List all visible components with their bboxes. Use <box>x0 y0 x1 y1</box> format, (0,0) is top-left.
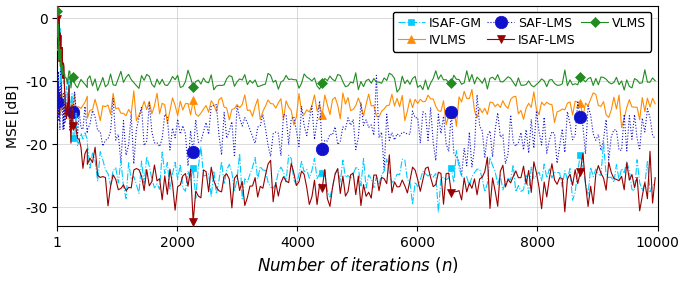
ISAF-LMS <box>380 177 388 180</box>
IVLMS <box>651 102 659 105</box>
ISAF-GM <box>377 173 386 176</box>
VLMS <box>532 83 540 86</box>
IVLMS <box>617 126 625 129</box>
VLMS <box>53 9 62 13</box>
VLMS <box>375 80 383 84</box>
VLMS <box>651 79 659 82</box>
SAF-LMS <box>535 130 543 133</box>
SAF-LMS <box>56 63 64 66</box>
ISAF-GM <box>63 91 71 95</box>
ISAF-LMS <box>535 185 543 189</box>
ISAF-LMS <box>53 17 62 20</box>
ISAF-GM <box>53 30 62 33</box>
Line: ISAF-LMS: ISAF-LMS <box>53 0 660 226</box>
ISAF-LMS <box>63 102 71 105</box>
SAF-LMS <box>53 100 62 104</box>
Y-axis label: MSE [dB]: MSE [dB] <box>5 84 20 148</box>
Line: ISAF-GM: ISAF-GM <box>54 0 659 216</box>
SAF-LMS <box>458 174 466 177</box>
ISAF-GM <box>530 177 538 180</box>
ISAF-GM <box>344 174 352 177</box>
VLMS <box>341 85 349 89</box>
Legend: ISAF-GM, IVLMS, SAF-LMS, ISAF-LMS, VLMS: ISAF-GM, IVLMS, SAF-LMS, ISAF-LMS, VLMS <box>393 12 651 51</box>
IVLMS <box>527 106 536 109</box>
VLMS <box>527 83 536 87</box>
ISAF-GM <box>279 170 288 174</box>
SAF-LMS <box>279 113 288 116</box>
SAF-LMS <box>63 92 71 95</box>
ISAF-GM <box>535 170 543 174</box>
SAF-LMS <box>530 147 538 150</box>
VLMS <box>62 77 71 80</box>
IVLMS <box>377 110 386 113</box>
Line: IVLMS: IVLMS <box>53 83 660 132</box>
ISAF-LMS <box>651 176 659 179</box>
IVLMS <box>63 100 71 103</box>
ISAF-LMS <box>282 179 290 183</box>
ISAF-GM <box>434 211 443 214</box>
ISAF-LMS <box>530 160 538 164</box>
IVLMS <box>532 108 540 111</box>
IVLMS <box>279 118 288 121</box>
IVLMS <box>344 96 352 99</box>
X-axis label: Number of iterations $(n)$: Number of iterations $(n)$ <box>257 255 458 275</box>
Line: VLMS: VLMS <box>54 8 659 96</box>
ISAF-GM <box>53 2 62 5</box>
SAF-LMS <box>377 131 386 134</box>
ISAF-LMS <box>347 173 355 176</box>
IVLMS <box>54 85 62 89</box>
VLMS <box>277 80 285 84</box>
SAF-LMS <box>651 137 659 140</box>
SAF-LMS <box>344 116 352 119</box>
IVLMS <box>53 108 62 111</box>
ISAF-GM <box>651 182 659 185</box>
Line: SAF-LMS: SAF-LMS <box>51 58 662 182</box>
VLMS <box>393 90 401 94</box>
ISAF-LMS <box>189 220 197 224</box>
